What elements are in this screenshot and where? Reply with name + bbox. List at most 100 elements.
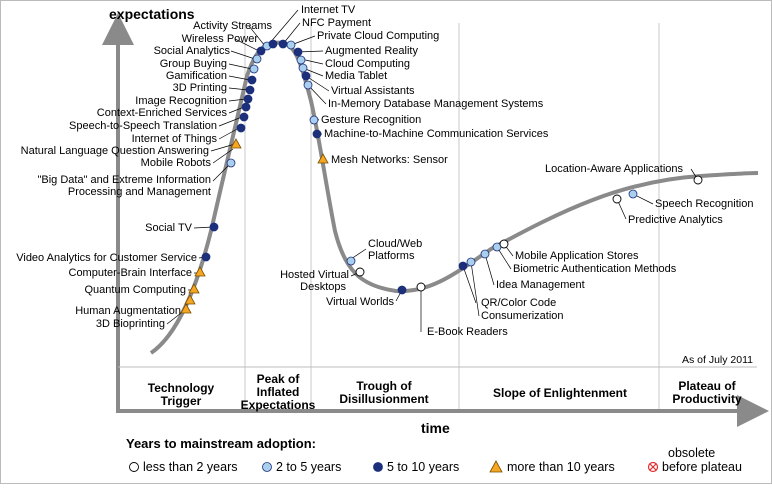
legend-label-2-to-5: 2 to 5 years <box>276 460 341 474</box>
marker-wireless-power <box>256 46 266 56</box>
label-virtual-assistants: Virtual Assistants <box>331 85 415 97</box>
marker-qr-color-code <box>458 261 468 271</box>
marker-consumerization <box>466 257 476 267</box>
legend-title: Years to mainstream adoption: <box>126 436 316 451</box>
label-mesh-networks-sensor: Mesh Networks: Sensor <box>331 154 448 166</box>
label-internet-of-things: Internet of Things <box>132 133 218 145</box>
label-in-memory-dbms: In-Memory Database Management Systems <box>328 98 544 110</box>
legend-marker-more-than-10 <box>489 460 503 473</box>
marker-internet-of-things <box>236 123 246 133</box>
phase-1-line-2: Trigger <box>161 394 202 408</box>
label-idea-management: Idea Management <box>496 279 585 291</box>
marker-gesture-recognition <box>309 115 319 125</box>
as-of-date: As of July 2011 <box>682 354 753 366</box>
label-big-data-line-2: Processing and Management <box>68 186 211 198</box>
label-3d-printing: 3D Printing <box>173 82 227 94</box>
marker-internet-tv <box>268 39 278 49</box>
marker-gamification <box>247 75 257 85</box>
marker-cloud-computing <box>296 55 306 65</box>
label-biometric-authentication: Biometric Authentication Methods <box>513 263 677 275</box>
label-speech-recognition: Speech Recognition <box>655 198 753 210</box>
phase-4-line-1: Slope of Enlightenment <box>493 386 627 400</box>
marker-3d-bioprinting <box>180 303 192 314</box>
marker-human-augmentation <box>184 294 196 305</box>
label-internet-tv: Internet TV <box>301 4 356 16</box>
marker-speech-recognition <box>628 189 638 199</box>
label-natural-language-question-answering: Natural Language Question Answering <box>21 145 209 157</box>
marker-natural-language-question-answering <box>230 138 242 149</box>
marker-e-book-readers <box>416 282 426 292</box>
x-axis-title: time <box>421 420 450 436</box>
legend-label-5-to-10: 5 to 10 years <box>387 460 459 474</box>
label-mobile-robots: Mobile Robots <box>141 157 212 169</box>
marker-image-recognition <box>243 94 253 104</box>
marker-hosted-virtual-desktops <box>355 267 365 277</box>
label-wireless-power: Wireless Power <box>182 33 259 45</box>
label-m2m-communication: Machine-to-Machine Communication Service… <box>324 128 549 140</box>
phase-2-line-3: Expectations <box>241 398 316 412</box>
marker-3d-printing <box>245 85 255 95</box>
marker-big-data <box>226 158 236 168</box>
label-speech-to-speech-translation: Speech-to-Speech Translation <box>69 120 217 132</box>
marker-speech-to-speech-translation <box>239 112 249 122</box>
legend-marker-2-to-5 <box>262 462 272 472</box>
label-gesture-recognition: Gesture Recognition <box>321 114 421 126</box>
label-video-analytics: Video Analytics for Customer Service <box>16 252 197 264</box>
marker-location-aware-applications <box>693 175 703 185</box>
marker-nfc-payment <box>278 39 288 49</box>
label-qr-color-code: QR/Color Code <box>481 297 556 309</box>
hype-curve <box>149 40 759 355</box>
legend-label-obsolete-line-1: obsolete <box>668 446 715 460</box>
legend-label-less-than-2: less than 2 years <box>143 460 238 474</box>
label-group-buying: Group Buying <box>160 58 227 70</box>
legend-marker-obsolete <box>647 461 659 473</box>
label-context-enriched-services: Context-Enriched Services <box>97 107 228 119</box>
label-cloud-computing: Cloud Computing <box>325 58 410 70</box>
marker-social-tv <box>209 222 219 232</box>
y-axis-title: expectations <box>109 6 195 22</box>
label-nfc-payment: NFC Payment <box>302 17 371 29</box>
label-e-book-readers: E-Book Readers <box>427 326 508 338</box>
label-social-tv: Social TV <box>145 222 193 234</box>
technology-labels: Activity Streams Wireless Power Social A… <box>16 4 753 338</box>
marker-virtual-assistants <box>301 71 311 81</box>
label-virtual-worlds: Virtual Worlds <box>326 296 395 308</box>
marker-in-memory-dbms <box>303 80 313 90</box>
marker-group-buying <box>249 64 259 74</box>
marker-computer-brain-interface <box>194 266 206 277</box>
label-mobile-application-stores: Mobile Application Stores <box>515 250 639 262</box>
marker-social-analytics <box>252 54 262 64</box>
marker-augmented-reality <box>293 47 303 57</box>
label-hosted-virtual-desktops-line-1: Hosted Virtual <box>280 269 349 281</box>
label-cloud-web-platforms-line-1: Cloud/Web <box>368 238 422 250</box>
phase-3-line-1: Trough of <box>356 379 412 393</box>
label-quantum-computing: Quantum Computing <box>85 284 187 296</box>
marker-idea-management <box>480 249 490 259</box>
label-3d-bioprinting: 3D Bioprinting <box>96 318 165 330</box>
label-image-recognition: Image Recognition <box>135 95 227 107</box>
legend: Years to mainstream adoption: less than … <box>126 436 742 474</box>
phase-5-line-2: Productivity <box>672 392 742 406</box>
marker-quantum-computing <box>188 283 200 294</box>
phase-3-line-2: Disillusionment <box>339 392 428 406</box>
label-cloud-web-platforms-line-2: Platforms <box>368 250 415 262</box>
phase-2-line-1: Peak of <box>257 372 301 386</box>
marker-m2m-communication <box>312 129 322 139</box>
phase-1-line-1: Technology <box>148 381 215 395</box>
label-hosted-virtual-desktops-line-2: Desktops <box>300 281 346 293</box>
technology-markers <box>180 39 703 314</box>
label-private-cloud-computing: Private Cloud Computing <box>317 30 439 42</box>
label-augmented-reality: Augmented Reality <box>325 45 418 57</box>
phase-5-line-1: Plateau of <box>678 379 736 393</box>
marker-media-tablet <box>298 63 308 73</box>
label-gamification: Gamification <box>166 70 227 82</box>
marker-private-cloud-computing <box>286 40 296 50</box>
label-consumerization: Consumerization <box>481 310 564 322</box>
marker-mobile-application-stores <box>499 239 509 249</box>
marker-predictive-analytics <box>612 194 622 204</box>
marker-cloud-web-platforms <box>346 256 356 266</box>
label-computer-brain-interface: Computer-Brain Interface <box>69 267 193 279</box>
marker-mesh-networks-sensor <box>317 153 329 164</box>
label-social-analytics: Social Analytics <box>154 45 231 57</box>
